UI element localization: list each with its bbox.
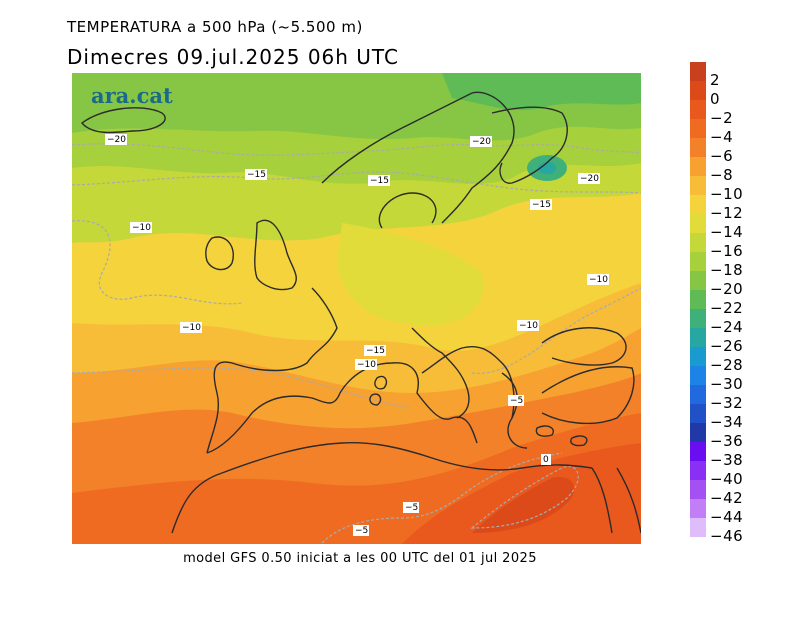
- contour-label-bg: [508, 395, 524, 406]
- colorbar-label: −42: [710, 489, 744, 507]
- contour-label: −5: [405, 503, 418, 513]
- colorbar-swatch: [690, 195, 706, 214]
- colorbar-swatch: [690, 214, 706, 233]
- map-title: TEMPERATURA a 500 hPa (~5.500 m): [67, 18, 363, 36]
- contour-label: −10: [182, 323, 201, 333]
- colorbar-label: −46: [710, 527, 744, 545]
- colorbar-label: −4: [710, 128, 734, 146]
- colorbar-label: −38: [710, 451, 744, 469]
- colorbar-label: −16: [710, 242, 744, 260]
- colorbar-swatch: [690, 100, 706, 119]
- contour-label-bg: [403, 502, 419, 513]
- colorbar-swatch: [690, 366, 706, 385]
- colorbar-label: −18: [710, 261, 744, 279]
- contour-label-group: −20 −20 −20 −15 −15 −15 −10 −10 −10 −10 −15 −10 −5 −5…: [105, 134, 609, 536]
- colorbar-label: −24: [710, 318, 744, 336]
- field-minus14: [337, 223, 484, 326]
- contour-label-bg: [368, 175, 390, 186]
- colorbar-swatch: [690, 347, 706, 366]
- colorbar-swatch: [690, 309, 706, 328]
- map-subtitle: Dimecres 09.jul.2025 06h UTC: [67, 45, 399, 69]
- contour-label-bg: [105, 134, 127, 145]
- field-zero: [472, 477, 575, 533]
- contour-label-bg: [355, 359, 377, 370]
- site-logo: ara.cat: [91, 83, 173, 108]
- contour-label-bg: [364, 345, 386, 356]
- colorbar-swatch: [690, 157, 706, 176]
- contour-label-bg: [587, 274, 609, 285]
- temperature-map: ara.cat −20 −20 −20 −15 −15 −15 −10 −10 −10 −10 −1…: [72, 73, 641, 544]
- contour-label: −15: [366, 346, 385, 356]
- colorbar-swatch: [690, 423, 706, 442]
- contour-label-bg: [353, 525, 369, 536]
- isotherm-contours: [72, 143, 641, 544]
- contour-label-bg: [517, 320, 539, 331]
- contour-label-bg: [245, 169, 267, 180]
- colorbar-label: −32: [710, 394, 744, 412]
- colorbar-label: −36: [710, 432, 744, 450]
- colorbar-label: −20: [710, 280, 744, 298]
- colorbar-label: −22: [710, 299, 744, 317]
- colorbar-label: −40: [710, 470, 744, 488]
- colorbar-swatch: [690, 518, 706, 537]
- colorbar-label: −28: [710, 356, 744, 374]
- temperature-colorbar: [690, 62, 706, 556]
- field-minus26-core: [538, 162, 556, 174]
- contour-label: −10: [519, 321, 538, 331]
- colorbar-swatch: [690, 385, 706, 404]
- colorbar-swatch: [690, 404, 706, 423]
- colorbar-label: −2: [710, 109, 734, 127]
- colorbar-swatch: [690, 81, 706, 100]
- colorbar-label: −30: [710, 375, 744, 393]
- colorbar-swatch: [690, 442, 706, 461]
- colorbar-swatch: [690, 290, 706, 309]
- field-minus2: [402, 443, 641, 544]
- contour-label: −20: [107, 135, 126, 145]
- colorbar-label: 2: [710, 71, 721, 89]
- contour-label: −5: [355, 526, 368, 536]
- contour-label-bg: [470, 136, 492, 147]
- colorbar-swatch: [690, 461, 706, 480]
- colorbar-swatch: [690, 328, 706, 347]
- colorbar-swatch: [690, 499, 706, 518]
- colorbar-swatch: [690, 119, 706, 138]
- contour-label: −20: [580, 174, 599, 184]
- contour-label: −10: [357, 360, 376, 370]
- contour-label: −15: [370, 176, 389, 186]
- colorbar-swatch: [690, 176, 706, 195]
- contour-label: −15: [247, 170, 266, 180]
- field-minus22: [442, 73, 641, 111]
- contour-label-bg: [130, 222, 152, 233]
- contour-label-bg: [530, 199, 552, 210]
- colorbar-label: −44: [710, 508, 744, 526]
- colorbar-label: −34: [710, 413, 744, 431]
- colorbar-swatch: [690, 252, 706, 271]
- colorbar-label: −26: [710, 337, 744, 355]
- coastlines: [80, 91, 641, 534]
- colorbar-label: 0: [710, 90, 721, 108]
- colorbar-swatch: [690, 62, 706, 81]
- colorbar-label: −12: [710, 204, 744, 222]
- contour-label: −10: [589, 275, 608, 285]
- contour-label: −20: [472, 137, 491, 147]
- colorbar-label: −8: [710, 166, 734, 184]
- contour-label-bg: [578, 173, 600, 184]
- model-info: model GFS 0.50 iniciat a les 00 UTC del …: [183, 551, 537, 566]
- colorbar-swatch: [690, 480, 706, 499]
- contour-label: −15: [532, 200, 551, 210]
- colorbar-label: −6: [710, 147, 734, 165]
- colorbar-swatch: [690, 233, 706, 252]
- contour-label: 0: [543, 455, 549, 465]
- colorbar-swatch: [690, 271, 706, 290]
- contour-label: −5: [510, 396, 523, 406]
- colorbar-label: −14: [710, 223, 744, 241]
- contour-label-bg: [541, 454, 551, 465]
- colorbar-swatch: [690, 138, 706, 157]
- contour-label: −10: [132, 223, 151, 233]
- contour-label-bg: [180, 322, 202, 333]
- colorbar-label: −10: [710, 185, 744, 203]
